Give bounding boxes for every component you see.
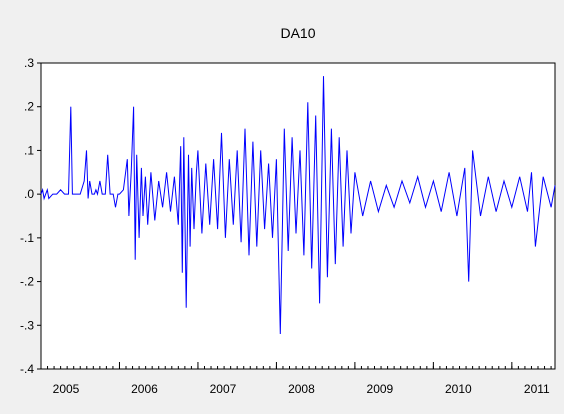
x-axis: 2005 2006 2007 2008 2009 2010 2011 (40, 362, 552, 396)
y-tick-label: .0 (24, 187, 34, 201)
y-axis: -.4 -.3 -.2 -.1 .0 .1 .2 .3 (20, 56, 41, 376)
y-tick-label: -.2 (20, 275, 34, 289)
y-tick-label: -.4 (20, 362, 34, 376)
x-tick-label: 2009 (367, 382, 394, 396)
series-line (40, 76, 556, 335)
x-tick-label: 2006 (131, 382, 158, 396)
plot-area (40, 62, 556, 370)
x-tick-label: 2008 (288, 382, 315, 396)
x-tick-label: 2011 (524, 382, 550, 396)
y-tick-label: .3 (24, 56, 34, 70)
y-tick-label: .1 (24, 143, 34, 157)
x-tick-label: 2005 (53, 382, 80, 396)
y-tick-label: -.3 (20, 318, 34, 332)
y-tick-label: .2 (24, 100, 34, 114)
y-tick-label: -.1 (20, 231, 34, 245)
series-layer (40, 76, 556, 335)
x-tick-label: 2007 (210, 382, 237, 396)
chart-title: DA10 (280, 25, 315, 41)
x-tick-label: 2010 (445, 382, 472, 396)
